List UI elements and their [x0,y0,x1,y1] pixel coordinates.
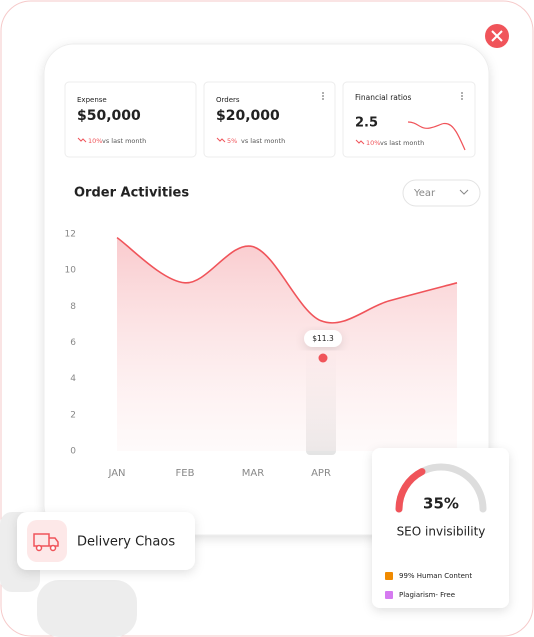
tooltip-bg [304,330,342,347]
y-tick-label: 6 [70,338,76,348]
line [116,236,458,324]
card-change: 5% [227,137,237,145]
down-arrow [77,137,87,143]
gauge-value [395,468,426,513]
tooltip-dot [318,353,328,363]
y-tick-label: 8 [70,302,76,312]
y-tick-label: 12 [65,230,76,240]
x-tick-label: APR [311,468,331,479]
x-tick-label: MAR [242,468,264,479]
legend-swatch [385,572,393,580]
truck-icon [49,544,57,552]
seo-label: SEO invisibility [397,525,486,539]
card-change: 10% [366,139,380,147]
menu-dot [322,95,324,97]
y-tick-label: 0 [70,447,76,457]
truck-icon [35,544,43,552]
card-label: Orders [216,96,240,104]
area [117,237,457,451]
dropdown-label: Year [413,188,436,199]
delivery-label: Delivery Chaos [77,535,175,550]
card-note: vs last month [102,137,146,145]
chevron [459,189,469,195]
menu-dot [322,98,324,100]
menu-dot [461,92,463,94]
menu-dot [461,98,463,100]
card-value: $20,000 [216,108,280,124]
dropdown[interactable] [402,179,481,207]
x-tick-label: FEB [176,468,195,479]
tooltip: $11.3 [312,334,334,343]
icon-bg [27,520,67,562]
chart-title: Order Activities [74,186,189,201]
blob [37,580,137,637]
y-tick-label: 4 [70,374,76,384]
stat-card [203,81,336,158]
card-value: $50,000 [77,108,141,124]
card-label: Financial ratios [355,93,412,102]
down-arrow [355,139,365,145]
menu-dot [322,92,324,94]
card-note: vs last month [241,137,285,145]
x-tick-label: JAN [107,468,125,479]
y-tick-label: 10 [65,266,77,276]
card-label: Expense [77,96,107,104]
stat-card [64,81,197,158]
legend-swatch [385,591,393,599]
sparkline [407,121,466,151]
card-note: vs last month [380,139,424,147]
down-arrow [216,137,226,143]
close-icon [491,30,503,42]
gauge-label: 35% [423,495,459,513]
stat-card [342,81,476,158]
y-tick-label: 2 [70,410,76,420]
legend-label: Plagiarism- Free [399,591,455,599]
card-value: 2.5 [355,116,378,131]
card-change: 10% [88,137,102,145]
menu-dot [461,95,463,97]
legend-label: 99% Human Content [399,572,472,580]
